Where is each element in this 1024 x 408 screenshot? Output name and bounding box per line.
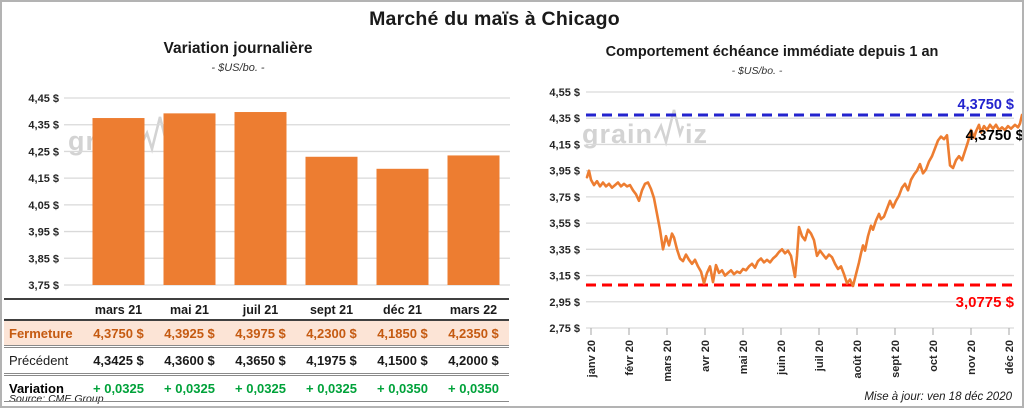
previous-value: 4,2000 $ — [438, 345, 509, 373]
column-header: juil 21 — [225, 298, 296, 321]
bar-chart: 3,75 $ 3,85 $ 3,95 $ 4,05 $ 4,15 $ 4,25 $ 4,35… — [28, 93, 510, 292]
bar — [92, 118, 145, 286]
x-axis-label: oct 20 — [928, 340, 940, 372]
close-value: 4,3750 $ — [83, 321, 154, 345]
bar — [376, 168, 429, 285]
x-axis-label: févr 20 — [624, 340, 636, 375]
bar — [163, 113, 216, 285]
x-axis-label: mai 20 — [738, 340, 750, 374]
line-chart: 2,75 $ 2,95 $ 3,15 $ 3,35 $ 3,55 $ 3,75 $ 3,95… — [549, 87, 1024, 382]
y-axis-label: 3,35 $ — [549, 244, 580, 256]
page-title: Marché du maïs à Chicago — [369, 8, 620, 30]
y-axis-label: 3,15 $ — [549, 271, 580, 283]
y-axis-label: 4,45 $ — [28, 93, 59, 105]
x-axis-label: sept 20 — [890, 340, 902, 378]
update-note: Mise à jour: ven 18 déc 2020 — [864, 391, 1012, 403]
line-chart-subtitle: - $US/bo. - — [731, 65, 783, 77]
y-axis-label: 4,35 $ — [549, 113, 580, 125]
bar-chart-subtitle: - $US/bo. - — [211, 62, 265, 74]
column-header: mai 21 — [154, 298, 225, 321]
column-header: mars 21 — [83, 298, 154, 321]
x-axis-label: nov 20 — [966, 340, 978, 375]
variation-value: + 0,0325 — [83, 373, 154, 402]
x-axis-label: août 20 — [852, 340, 864, 379]
column-header: déc 21 — [367, 298, 438, 321]
bar-chart-title: Variation journalière — [163, 40, 313, 57]
column-header: mars 22 — [438, 298, 509, 321]
variation-value: + 0,0350 — [367, 373, 438, 402]
y-axis-label: 4,35 $ — [28, 120, 59, 132]
close-value: 4,1850 $ — [367, 321, 438, 345]
variation-value: + 0,0350 — [438, 373, 509, 402]
price-line — [585, 113, 1022, 288]
column-header: sept 21 — [296, 298, 367, 321]
row-label-precedent: Précédent — [4, 345, 83, 373]
x-axis-label: avr 20 — [700, 340, 712, 372]
y-axis-label: 3,75 $ — [549, 192, 580, 204]
previous-value: 4,1500 $ — [367, 345, 438, 373]
source-note: Source: CME Group — [9, 393, 104, 405]
previous-value: 4,3600 $ — [154, 345, 225, 373]
close-value: 4,3925 $ — [154, 321, 225, 345]
x-axis-label: déc 20 — [1004, 340, 1016, 374]
close-value: 4,2350 $ — [438, 321, 509, 345]
y-axis-label: 3,75 $ — [28, 280, 59, 292]
y-axis-label: 4,55 $ — [549, 87, 580, 99]
row-label-fermeture: Fermeture — [4, 321, 83, 345]
y-axis-label: 4,25 $ — [28, 146, 59, 158]
watermark-text: iz — [685, 119, 709, 149]
y-axis-label: 3,95 $ — [28, 227, 59, 239]
y-axis-label: 4,15 $ — [28, 173, 59, 185]
variation-value: + 0,0325 — [154, 373, 225, 402]
y-axis-label: 2,95 $ — [549, 297, 580, 309]
x-axis-label: janv 20 — [586, 340, 598, 378]
previous-value: 4,1975 $ — [296, 345, 367, 373]
futures-table: mars 21 mai 21 juil 21 sept 21 déc 21 mars 22… — [4, 298, 509, 402]
table-corner — [4, 298, 83, 321]
previous-value: 4,3425 $ — [83, 345, 154, 373]
x-axis-label: mars 20 — [662, 340, 674, 382]
close-value: 4,3975 $ — [225, 321, 296, 345]
y-axis-label: 4,05 $ — [28, 200, 59, 212]
last-price-label: 4,3750 $ — [966, 127, 1024, 144]
row-label-variation: Variation — [4, 373, 83, 402]
x-axis-label: juin 20 — [776, 340, 788, 376]
previous-value: 4,3650 $ — [225, 345, 296, 373]
high-value-label: 4,3750 $ — [958, 97, 1014, 113]
variation-value: + 0,0325 — [225, 373, 296, 402]
y-axis-label: 3,85 $ — [28, 253, 59, 265]
y-axis-label: 3,55 $ — [549, 218, 580, 230]
zigzag-line-icon — [654, 109, 685, 147]
low-value-label: 3,0775 $ — [956, 294, 1015, 311]
y-axis-label: 2,75 $ — [549, 323, 580, 335]
bar — [447, 155, 500, 285]
y-axis-label: 4,15 $ — [549, 139, 580, 151]
line-chart-title: Comportement échéance immédiate depuis 1… — [605, 44, 939, 60]
bar — [234, 112, 287, 286]
bar — [305, 156, 358, 285]
variation-value: + 0,0325 — [296, 373, 367, 402]
x-axis-label: juil 20 — [814, 340, 826, 372]
close-value: 4,2300 $ — [296, 321, 367, 345]
y-axis-label: 3,95 $ — [549, 166, 580, 178]
